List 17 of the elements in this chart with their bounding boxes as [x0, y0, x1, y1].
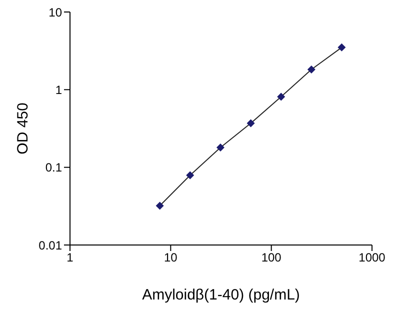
point [246, 119, 255, 128]
point [307, 65, 316, 74]
y-tick-label: 0.1 [45, 160, 62, 175]
point [277, 92, 286, 101]
y-tick-label: 1 [55, 82, 62, 97]
x-tick-label: 1 [66, 250, 74, 265]
x-tick-label: 1000 [358, 250, 386, 265]
x-tick-label: 10 [164, 250, 178, 265]
y-tick-label: 10 [48, 5, 62, 20]
x-axis-title: Amyloidβ(1-40) (pg/mL) [142, 286, 300, 304]
point [338, 43, 346, 52]
point [186, 171, 194, 180]
point [156, 202, 164, 210]
x-tick-label: 100 [261, 250, 282, 265]
y-tick-label: 0.01 [38, 238, 62, 252]
y-axis-title: OD 450 [14, 102, 32, 154]
point [216, 144, 224, 152]
